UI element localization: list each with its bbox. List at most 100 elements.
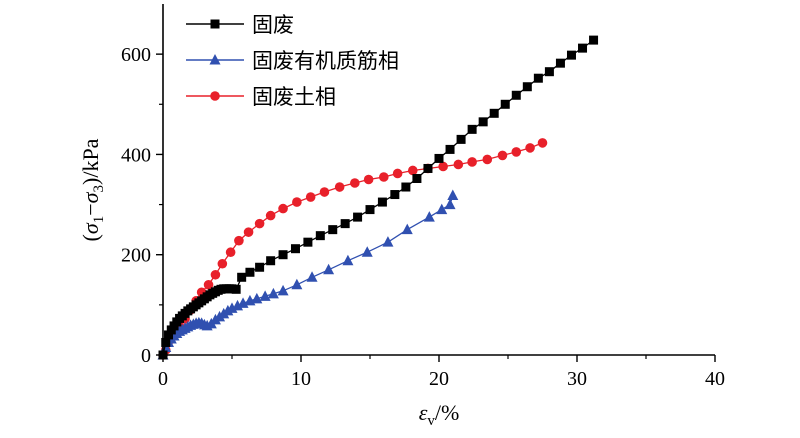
data-point — [511, 90, 521, 100]
data-point — [438, 161, 448, 172]
data-point — [447, 189, 459, 201]
data-point — [467, 157, 477, 167]
legend-marker — [210, 19, 220, 29]
data-point — [245, 267, 255, 277]
data-point — [401, 182, 411, 192]
data-point — [328, 225, 338, 235]
data-point — [578, 43, 588, 53]
data-point — [390, 190, 400, 200]
data-point — [266, 256, 276, 266]
data-point — [323, 263, 335, 275]
data-point — [305, 192, 316, 202]
data-point — [306, 271, 318, 282]
plot-area — [157, 35, 599, 360]
x-tick-label: 40 — [705, 368, 725, 390]
data-point — [225, 247, 236, 258]
data-point — [290, 244, 300, 254]
data-point — [265, 210, 276, 221]
data-point — [350, 178, 360, 188]
data-point — [210, 269, 221, 280]
data-point — [161, 337, 171, 347]
y-tick-label: 200 — [121, 245, 151, 267]
data-point — [423, 163, 433, 173]
data-point — [522, 82, 532, 92]
data-point — [277, 284, 289, 296]
data-point — [278, 250, 288, 260]
data-point — [231, 284, 241, 294]
y-axis-title: (σ1−σ3)/kPa — [78, 138, 107, 241]
x-tick-label: 0 — [158, 368, 168, 390]
data-point — [401, 223, 413, 235]
data-point — [234, 235, 244, 246]
data-point — [412, 173, 422, 183]
data-point — [566, 50, 576, 60]
data-point — [291, 278, 303, 290]
data-point — [251, 292, 263, 304]
data-point — [445, 144, 455, 154]
data-point — [303, 237, 313, 247]
data-point — [497, 150, 508, 161]
data-point — [361, 246, 373, 257]
y-tick-label: 400 — [121, 144, 151, 166]
data-point — [382, 236, 394, 247]
x-tick-label: 30 — [567, 368, 587, 390]
data-point — [555, 58, 565, 68]
legend-label: 固废土相 — [252, 85, 336, 109]
data-point — [544, 67, 554, 77]
data-point — [478, 117, 488, 127]
data-point — [334, 182, 345, 192]
data-point — [423, 211, 435, 222]
data-point — [292, 197, 302, 207]
y-tick-label: 600 — [121, 44, 151, 66]
y-tick-label: 0 — [141, 345, 151, 367]
legend-entry: 固废土相 — [186, 85, 336, 109]
data-point — [456, 134, 466, 144]
data-point — [259, 290, 271, 301]
data-point — [434, 153, 444, 163]
data-point — [407, 165, 418, 176]
data-point — [315, 231, 325, 241]
data-point — [340, 219, 350, 229]
data-point — [254, 218, 265, 229]
data-point — [511, 147, 522, 157]
legend-label: 固废有机质筋相 — [252, 49, 399, 73]
legend-entry: 固废有机质筋相 — [186, 49, 399, 73]
data-point — [482, 154, 493, 165]
data-point — [203, 280, 214, 290]
data-point — [500, 99, 510, 109]
x-tick-label: 20 — [429, 368, 449, 390]
series-line — [162, 195, 454, 356]
data-point — [537, 138, 548, 148]
data-point — [533, 73, 543, 83]
legend-label: 固废 — [252, 13, 294, 37]
x-axis-title: εv/% — [419, 400, 460, 429]
legend-marker — [210, 91, 220, 101]
data-point — [589, 35, 599, 45]
data-point — [237, 272, 247, 282]
data-point — [467, 124, 477, 134]
data-point — [243, 227, 254, 237]
data-point — [365, 205, 375, 215]
data-point — [363, 174, 374, 185]
data-point — [377, 197, 387, 207]
data-point — [164, 330, 174, 340]
data-point — [379, 172, 389, 182]
legend-entry: 固废 — [186, 13, 294, 37]
data-point — [453, 159, 464, 170]
data-point — [255, 262, 265, 272]
series-2 — [157, 189, 459, 360]
data-point — [392, 168, 403, 179]
data-point — [319, 187, 330, 197]
legend-marker — [209, 54, 221, 65]
data-point — [444, 198, 456, 210]
data-point — [278, 203, 288, 214]
data-point — [525, 143, 535, 153]
series-3 — [158, 138, 548, 360]
data-point — [217, 258, 228, 269]
data-point — [342, 254, 354, 266]
data-point — [267, 287, 279, 299]
data-point — [436, 203, 448, 215]
